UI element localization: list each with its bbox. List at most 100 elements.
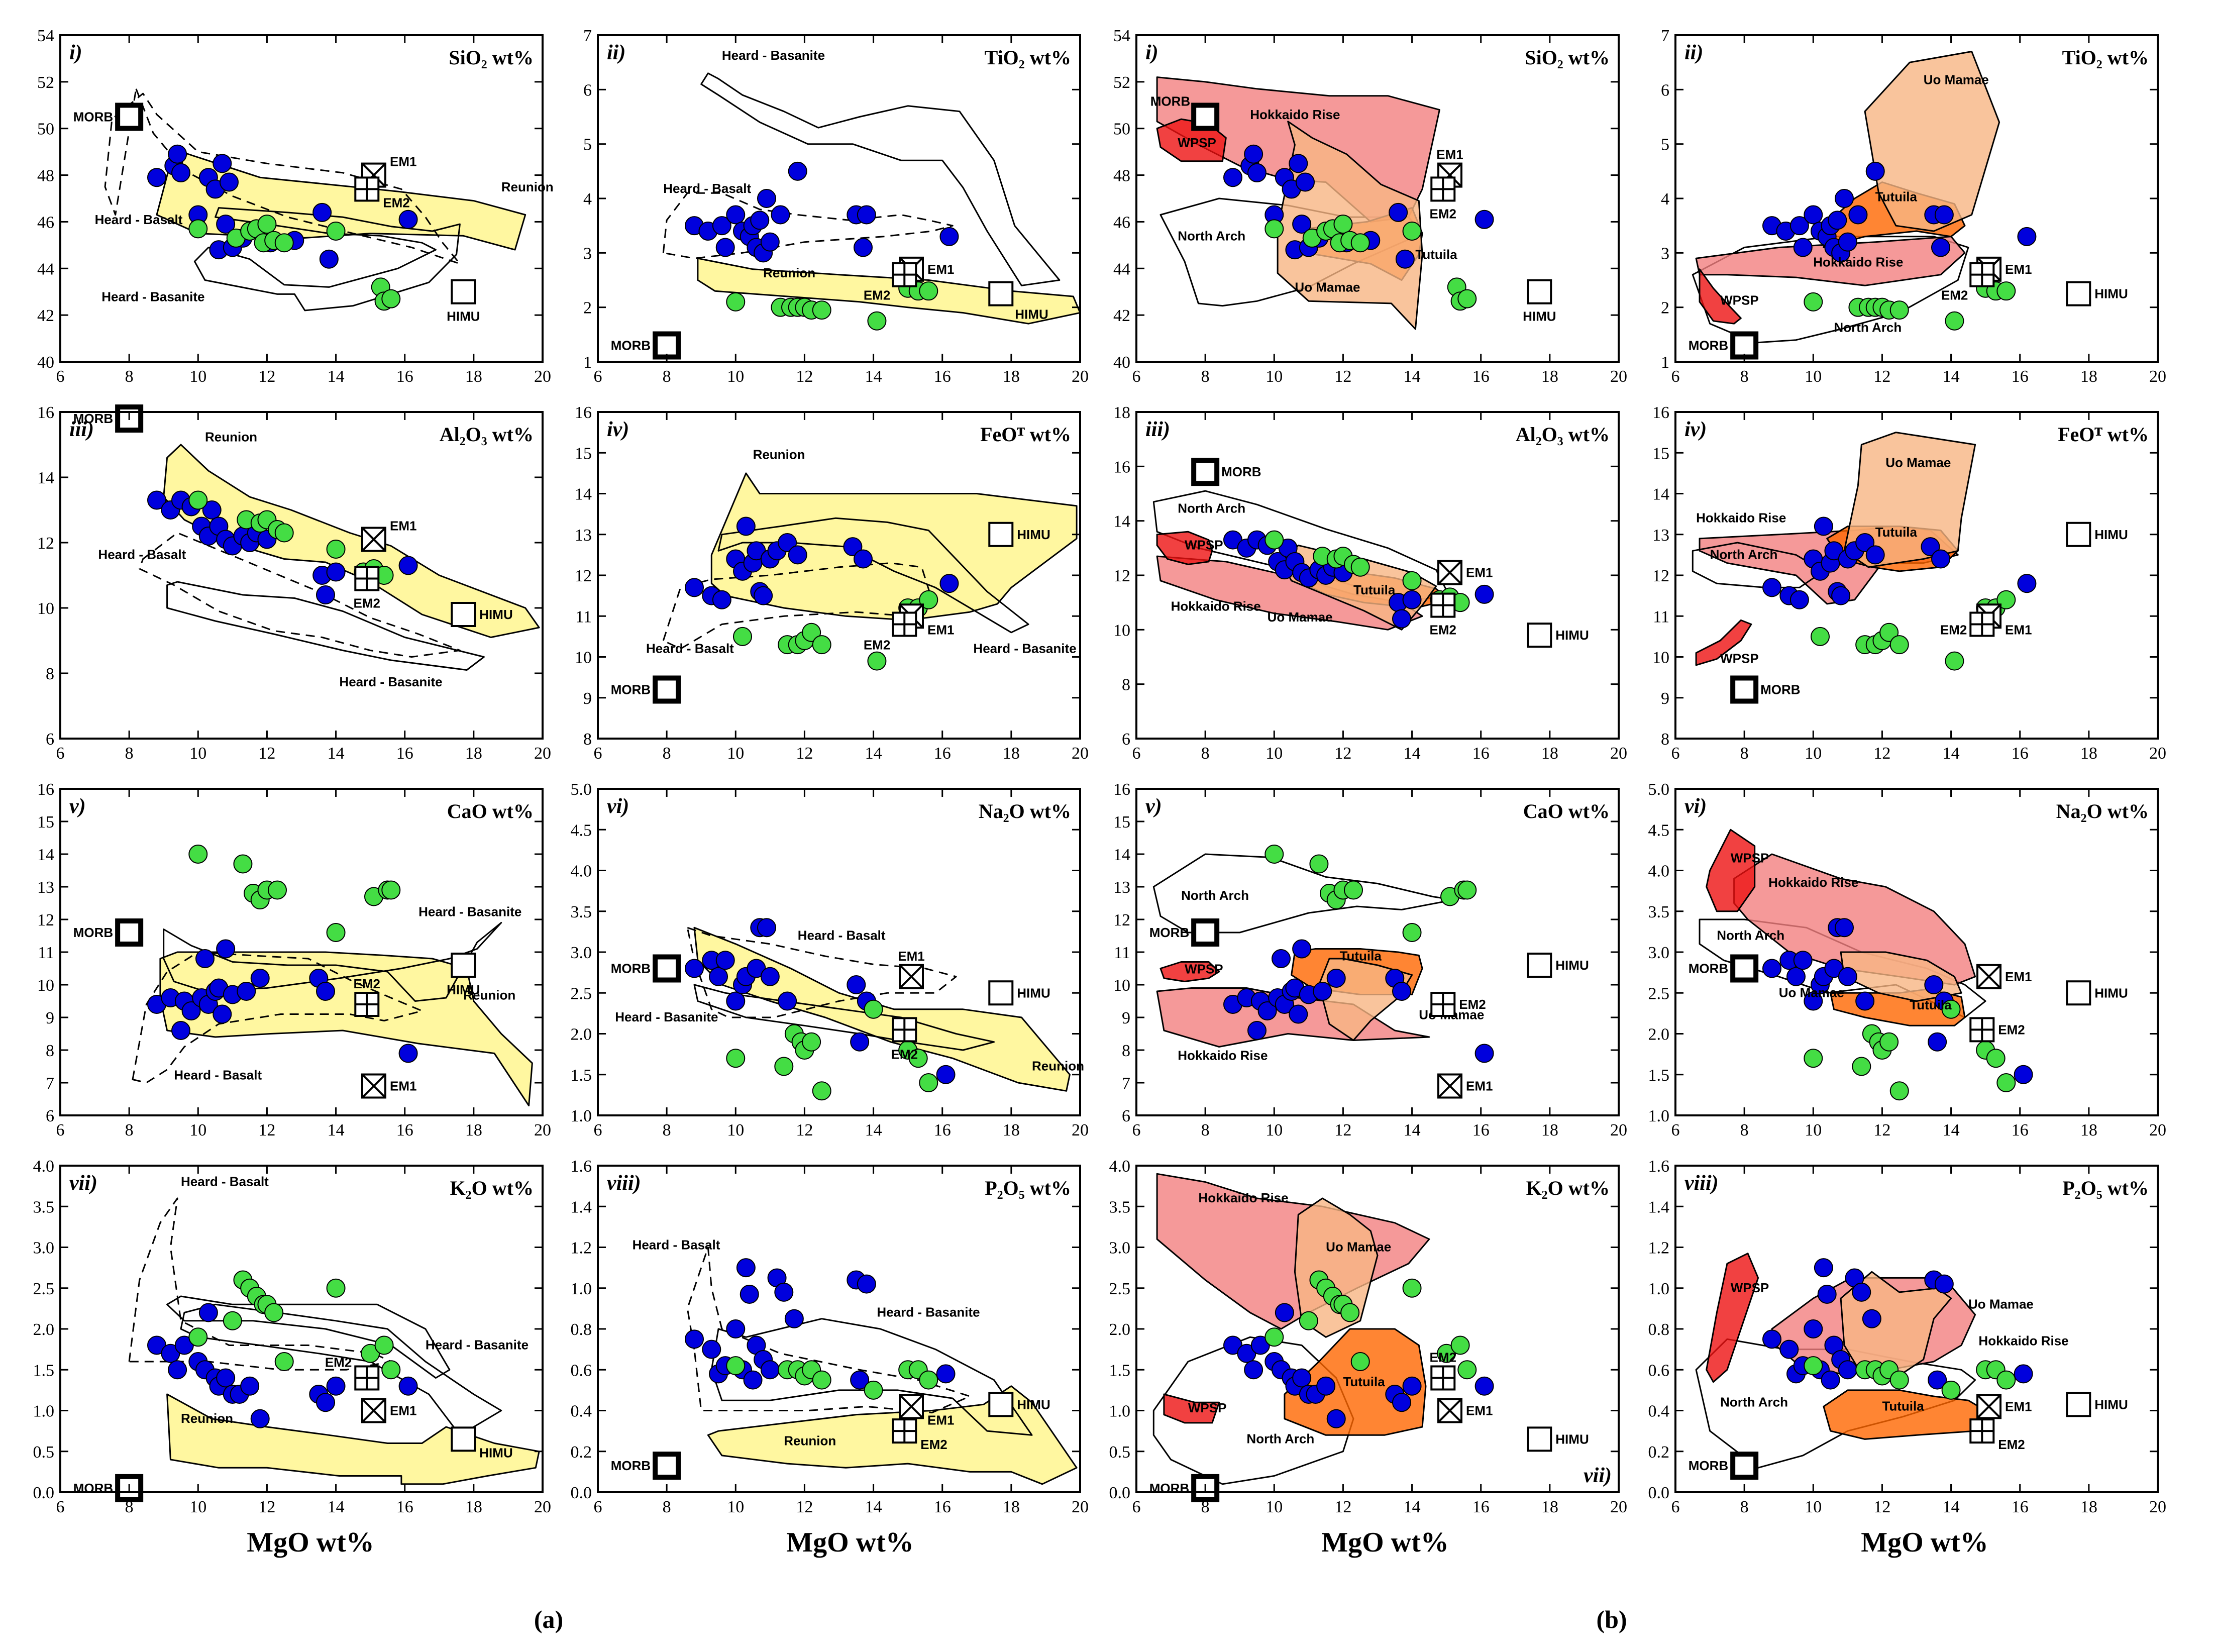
y-tick-label: 4.0	[571, 862, 592, 881]
green-sample-point	[733, 627, 752, 646]
x-tick-label: 14	[1404, 1121, 1421, 1140]
y-tick-label: 52	[1113, 73, 1130, 92]
field-label: Reunion	[501, 179, 554, 194]
endmember-morb-icon	[1730, 1452, 1759, 1480]
green-sample-point	[264, 1303, 284, 1322]
field-label: Tutuila	[1875, 525, 1918, 540]
endmember-label: HIMU	[2094, 286, 2128, 301]
endmember-label: MORB	[73, 110, 113, 125]
x-tick-label: 14	[1943, 1498, 1960, 1516]
x-tick-label: 12	[258, 367, 275, 386]
em1-cross-b	[1976, 1394, 2001, 1419]
panel-roman-label: ii)	[607, 41, 625, 64]
green-sample-point	[1889, 1081, 1909, 1101]
green-sample-point	[188, 490, 208, 510]
panel-5: Reunion Heard - Basalt Heard - Basanite MOR…	[37, 403, 551, 763]
y-tick-label: 40	[37, 353, 54, 372]
blue-sample-point	[237, 982, 256, 1001]
x-tick-label: 12	[1873, 1121, 1890, 1140]
field-label: Reunion	[784, 1433, 836, 1449]
x-axis-title-1: MgO wt%	[247, 1527, 374, 1558]
y-tick-label: 2	[583, 299, 592, 318]
blue-sample-point	[1931, 549, 1950, 569]
green-sample-point	[274, 233, 294, 253]
green-sample-point	[864, 999, 883, 1019]
green-sample-point	[1804, 1049, 1823, 1068]
green-sample-point	[1945, 651, 1964, 671]
blue-sample-point	[398, 556, 418, 575]
blue-sample-point	[1835, 918, 1854, 938]
green-sample-point	[867, 311, 887, 331]
morb-square	[1191, 102, 1220, 131]
endmember-em2-icon	[1969, 611, 1995, 637]
blue-sample-point	[1786, 967, 1806, 986]
blue-sample-point	[843, 537, 863, 557]
blue-sample-point	[847, 975, 866, 994]
blue-sample-point	[1326, 969, 1346, 988]
endmember-morb-icon	[115, 102, 144, 131]
endmember-em2-icon	[354, 176, 380, 202]
blue-sample-point	[1223, 168, 1242, 187]
x-tick-label: 10	[1805, 744, 1822, 763]
endmember-em2-icon	[354, 566, 380, 591]
blue-sample-point	[1296, 172, 1315, 192]
blue-sample-point	[1247, 163, 1267, 182]
x-tick-label: 6	[1671, 744, 1680, 763]
endmember-label: HIMU	[2094, 527, 2128, 542]
field-label: North Arch	[1710, 547, 1778, 562]
morb-square	[1191, 918, 1220, 947]
em1-cross-b	[1437, 1074, 1462, 1098]
field-reunion	[697, 257, 1080, 325]
x-tick-label: 14	[1943, 1121, 1960, 1140]
x-tick-label: 20	[534, 744, 551, 763]
blue-sample-point	[743, 1370, 763, 1390]
panel-roman-label: ii)	[1684, 41, 1703, 64]
field-label: Heard - Basanite	[339, 674, 442, 689]
x-tick-label: 12	[1873, 367, 1890, 386]
panel-4: North Arch Hokkaido Rise Tutuila Uo Mamae WP…	[1661, 27, 2166, 386]
blue-sample-point	[1272, 949, 1291, 968]
field-tutuila	[1284, 1328, 1427, 1436]
x-tick-label: 10	[189, 744, 206, 763]
blue-sample-point	[1828, 211, 1847, 230]
x-tick-label: 16	[934, 1121, 951, 1140]
y-tick-label: 11	[1114, 944, 1130, 962]
endmember-em1-icon	[1437, 1073, 1462, 1099]
endmember-em2-icon	[354, 1365, 380, 1391]
plot-frame	[1135, 34, 1620, 363]
field-label: North Arch	[1834, 320, 1902, 335]
panel-roman-label: viii)	[1684, 1172, 1719, 1195]
panel-roman-label: vi)	[1684, 795, 1707, 818]
endmember-label: HIMU	[1523, 309, 1556, 324]
blue-sample-point	[1838, 232, 1857, 252]
x-tick-label: 18	[465, 744, 482, 763]
blue-sample-point	[760, 232, 780, 252]
field-label: Heard - Basalt	[95, 212, 183, 227]
blue-sample-point	[250, 1409, 270, 1428]
endmember-em2-icon	[1969, 262, 1995, 287]
em1-cross-b	[361, 527, 386, 552]
endmember-morb-icon	[115, 918, 144, 947]
morb-square	[653, 331, 681, 360]
blue-sample-point	[850, 1370, 870, 1390]
x-tick-label: 14	[328, 744, 345, 763]
y-tick-label: 16	[37, 780, 54, 799]
panel-13: Reunion Heard - Basalt Heard - Basanite MOR…	[33, 1157, 552, 1516]
blue-sample-point	[854, 549, 873, 569]
endmember-label: MORB	[611, 682, 651, 697]
green-sample-point	[1309, 854, 1329, 874]
green-sample-point	[726, 1356, 746, 1376]
field-wpsp	[1695, 619, 1752, 666]
blue-sample-point	[198, 1303, 218, 1322]
blue-sample-point	[709, 967, 728, 986]
green-sample-point	[1811, 627, 1830, 646]
field-label: Heard - Basalt	[663, 181, 751, 196]
green-sample-point	[726, 1049, 746, 1068]
green-sample-point	[1941, 1380, 1961, 1400]
panel-variable-label: K₂O wt%	[1526, 1177, 1610, 1199]
blue-sample-point	[1395, 249, 1415, 269]
x-tick-label: 20	[1610, 744, 1627, 763]
y-tick-label: 6	[583, 81, 592, 99]
plot-area	[1695, 1253, 2033, 1469]
